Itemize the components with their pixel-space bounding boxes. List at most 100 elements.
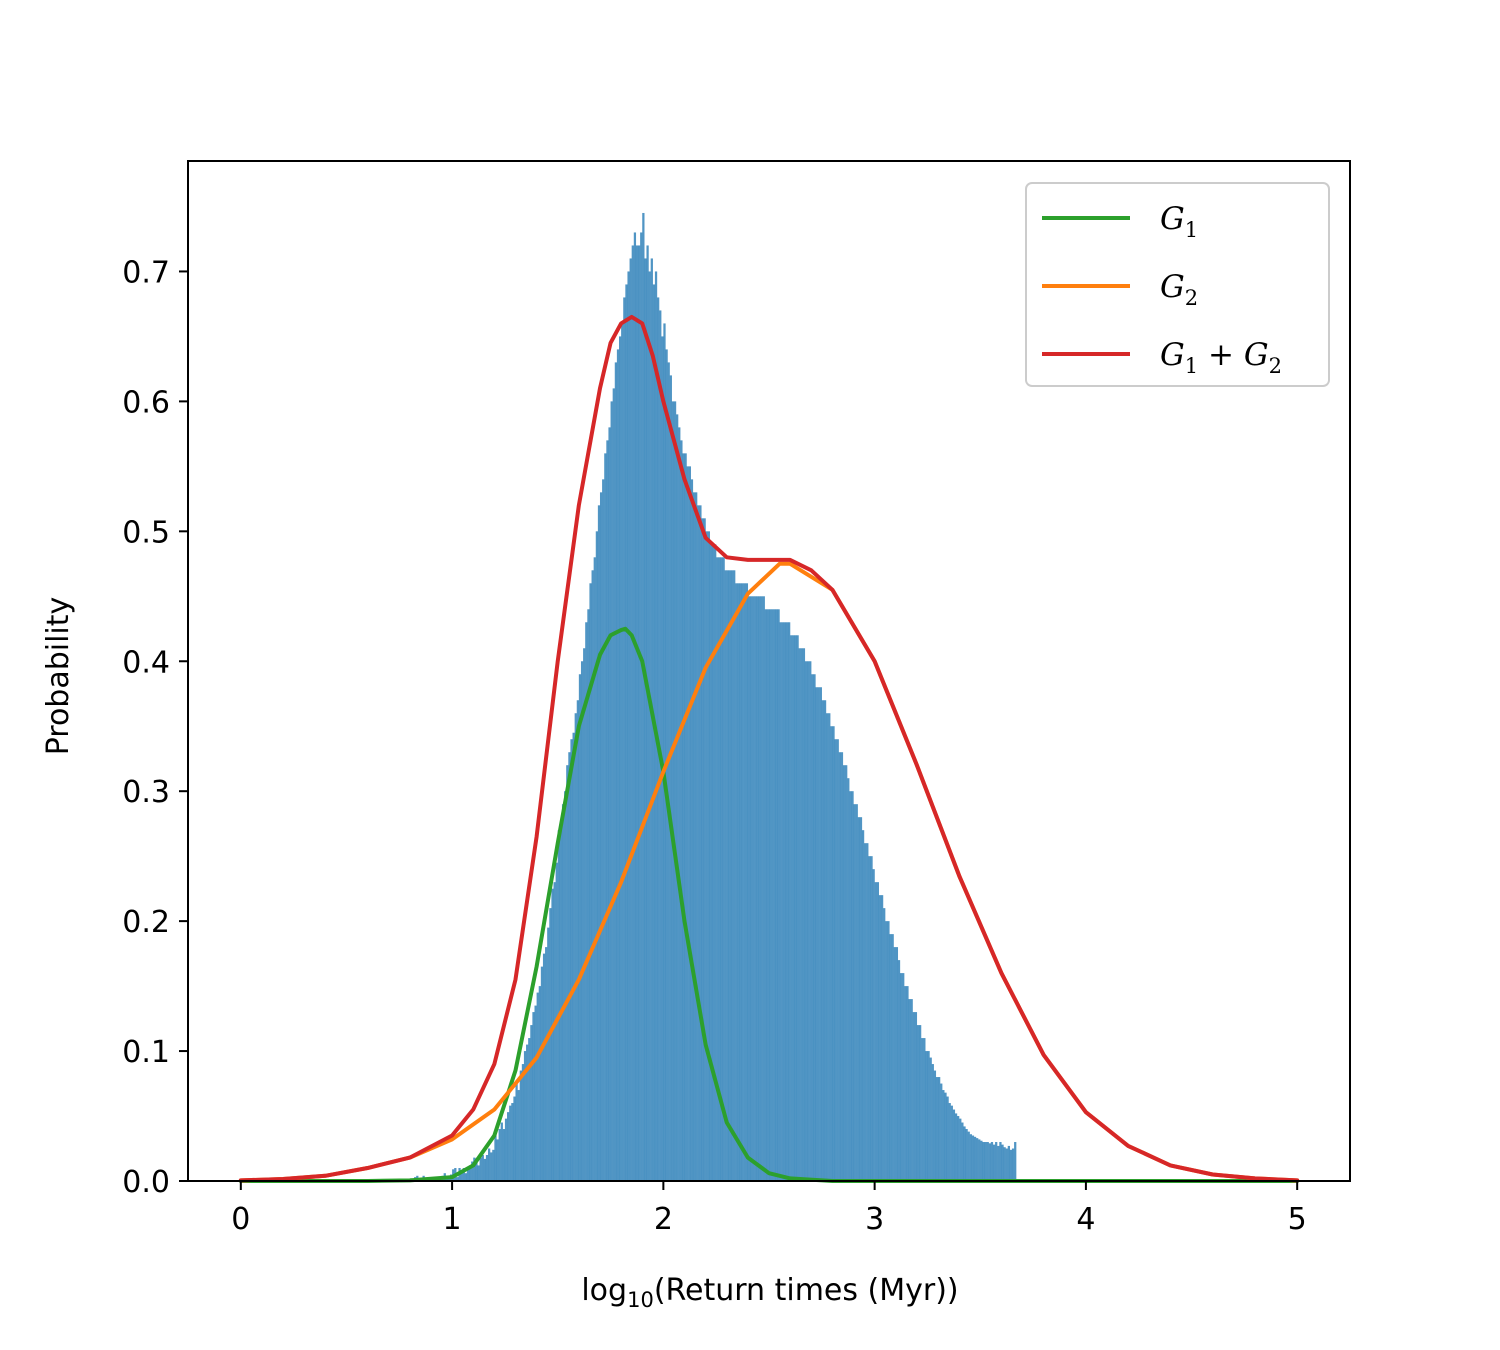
y-tick-label: 0.4 [122, 645, 170, 680]
histogram-bar [904, 986, 907, 1181]
histogram-bar [773, 609, 776, 1181]
histogram-bar [513, 1096, 516, 1181]
histogram-bar [870, 856, 873, 1181]
histogram-bar [887, 921, 890, 1181]
histogram-bar [921, 1038, 924, 1181]
histogram-bar [559, 830, 563, 1181]
histogram-bar [777, 609, 780, 1181]
y-tick-label: 0.3 [122, 775, 170, 810]
histogram-bar [519, 1070, 522, 1181]
histogram-bar [861, 830, 865, 1181]
histogram-bar [684, 453, 687, 1181]
histogram-bar [640, 232, 643, 1181]
histogram-bar [604, 453, 607, 1181]
histogram-bar [564, 791, 567, 1181]
histogram-bar [678, 427, 681, 1181]
histogram-bar [743, 583, 746, 1181]
histogram-bar [798, 648, 801, 1181]
histogram-bar [999, 1142, 1002, 1181]
histogram-bar [737, 583, 740, 1181]
histogram-bar [545, 947, 548, 1181]
histogram-bar [752, 596, 755, 1181]
histogram-bar [745, 583, 749, 1181]
histogram-bar [895, 947, 899, 1181]
x-tick-label: 0 [231, 1202, 250, 1237]
histogram-bar [494, 1135, 497, 1181]
histogram-bar [468, 1165, 472, 1181]
histogram-bar [916, 1025, 920, 1181]
histogram-bar [978, 1139, 981, 1181]
histogram-bar [997, 1145, 1000, 1181]
histogram-bar [574, 713, 577, 1181]
histogram-bar [1011, 1148, 1015, 1181]
histogram-bar [868, 856, 871, 1181]
histogram-bar [864, 843, 867, 1181]
histogram-bar [813, 674, 816, 1181]
histogram-bar [711, 544, 715, 1181]
legend-label: G2 [1160, 269, 1198, 310]
histogram-bar [830, 726, 833, 1181]
histogram-bar [475, 1160, 478, 1181]
histogram-bar [690, 479, 694, 1182]
histogram-bar [473, 1157, 476, 1181]
histogram-bar [504, 1118, 508, 1181]
histogram-bar [876, 882, 880, 1181]
histogram-bar [621, 323, 624, 1181]
histogram-bar [800, 648, 803, 1181]
histogram-bar [553, 882, 556, 1181]
x-axis-ticks: 0 1 2 3 4 5 [231, 1181, 1307, 1237]
histogram-bar [735, 583, 738, 1181]
histogram-bar [466, 1168, 470, 1181]
histogram-bar [783, 622, 787, 1181]
histogram-bar [633, 232, 637, 1181]
histogram-bar [788, 622, 791, 1181]
histogram-bar [722, 557, 725, 1181]
histogram-bar [893, 947, 896, 1181]
histogram-bar [580, 661, 584, 1181]
histogram-bar [925, 1051, 928, 1181]
histogram-bar [523, 1051, 527, 1181]
histogram-bar [880, 895, 884, 1181]
histogram-bar [834, 739, 837, 1181]
histogram-bar [771, 609, 774, 1181]
histogram-bar [906, 986, 909, 1181]
histogram-bar [477, 1165, 480, 1181]
histogram-bar [718, 557, 721, 1181]
histogram-bar [716, 557, 719, 1181]
histogram-bar [462, 1168, 465, 1181]
histogram-bar [872, 869, 875, 1181]
histogram-bar [490, 1152, 493, 1181]
x-tick-label: 5 [1288, 1202, 1307, 1237]
histogram-bar [923, 1038, 926, 1181]
histogram-bar [638, 245, 641, 1181]
histogram-bar [849, 791, 852, 1181]
histogram-bar [1003, 1147, 1006, 1181]
histogram-bar [760, 596, 763, 1181]
histogram-bar [610, 401, 613, 1181]
histogram-bar [792, 635, 795, 1181]
histogram-bar [464, 1173, 468, 1181]
histogram-bar [766, 609, 770, 1181]
histogram-bar [973, 1136, 977, 1181]
histogram-bar [796, 635, 799, 1181]
histogram-bar [496, 1139, 499, 1181]
histogram-bar [992, 1144, 996, 1181]
histogram-bar [720, 557, 723, 1181]
histogram-bar [883, 908, 886, 1181]
histogram-bar [709, 544, 713, 1181]
histogram-bar [705, 531, 708, 1181]
histogram-bar [699, 505, 702, 1182]
histogram-bar [819, 687, 822, 1181]
x-tick-label: 4 [1076, 1202, 1095, 1237]
histogram-bar [526, 1044, 529, 1181]
histogram-bar [910, 999, 913, 1181]
histogram-bar [811, 674, 814, 1181]
histogram-bar [566, 765, 569, 1181]
histogram-bar [730, 570, 734, 1181]
histogram-bar [629, 258, 632, 1181]
histogram-bar [969, 1134, 972, 1181]
histogram-bar [826, 713, 829, 1181]
histogram-bar [680, 440, 683, 1181]
histogram-bar [764, 609, 768, 1181]
histogram-bar [695, 492, 698, 1182]
